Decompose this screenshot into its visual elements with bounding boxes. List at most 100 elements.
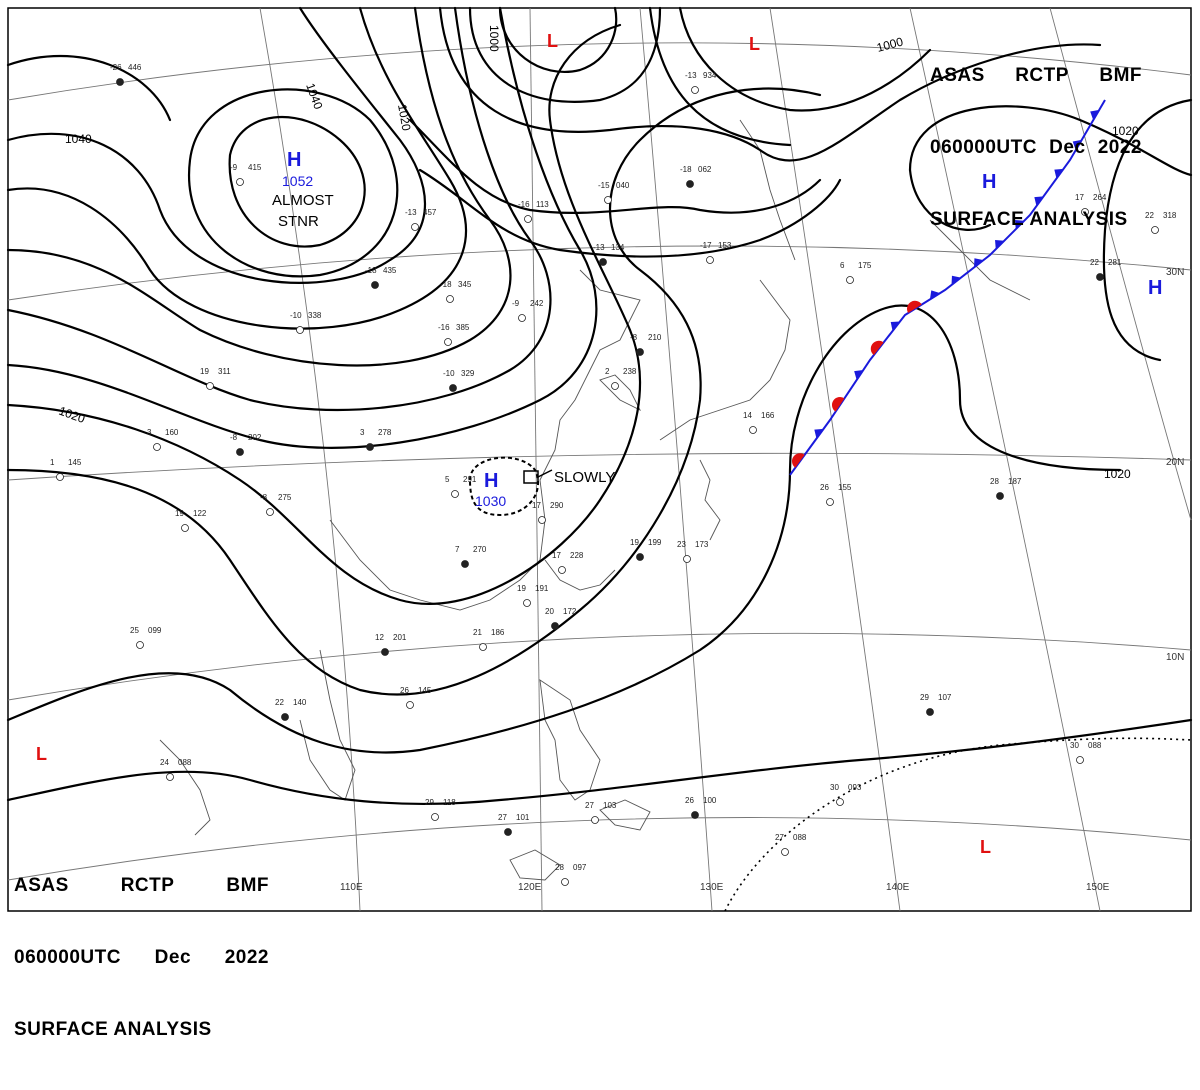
station-symbol — [406, 701, 414, 709]
station-pressure: 166 — [761, 411, 775, 420]
station-pressure: 145 — [68, 458, 82, 467]
header-title: SURFACE ANALYSIS — [930, 209, 1128, 230]
header-month: Dec — [154, 947, 192, 968]
axis-labels: 110E 120E 130E 140E 150E 30N 20N 10N — [340, 267, 1184, 893]
station-pressure: 199 — [648, 538, 662, 547]
dashed-isobar-1030 — [468, 456, 540, 517]
station-temp: 5 — [445, 475, 450, 484]
station-symbol — [181, 524, 189, 532]
header-year: 2022 — [1097, 137, 1142, 158]
station-temp: 29 — [920, 693, 929, 702]
station-temp: 29 — [425, 798, 434, 807]
station-temp: 19 — [200, 367, 209, 376]
station-pressure: 415 — [248, 163, 262, 172]
header-top: ASAS RCTP BMF 060000UTC Dec 2022 SURFACE… — [930, 16, 1142, 280]
station-pressure: 155 — [838, 483, 852, 492]
high-center-letter: H — [287, 149, 301, 171]
station-pressure: 270 — [473, 545, 487, 554]
station-pressure: 040 — [616, 181, 630, 190]
station-temp: 27 — [775, 833, 784, 842]
station-pressure: 345 — [458, 280, 472, 289]
station-symbol — [444, 338, 452, 346]
cold-front-triangle — [1072, 139, 1082, 151]
station-temp: -9 — [512, 299, 520, 308]
station-pressure: 145 — [418, 686, 432, 695]
station-temp: 12 — [375, 633, 384, 642]
station-symbol — [1151, 226, 1159, 234]
station-symbol — [591, 816, 599, 824]
lon-label: 140E — [886, 882, 910, 893]
station-pressure: 186 — [491, 628, 505, 637]
station-temp: -15 — [598, 181, 610, 190]
lon-label: 150E — [1086, 882, 1110, 893]
station-temp: 26 — [400, 686, 409, 695]
station-observations: -26 446-9 415-13 457-18 435-18 345-16 385-10 32… — [50, 63, 1177, 886]
station-symbol — [153, 443, 161, 451]
lat-label: 30N — [1166, 267, 1184, 278]
station-temp: 26 — [820, 483, 829, 492]
station-symbol — [411, 223, 419, 231]
station-pressure: 160 — [165, 428, 179, 437]
station-temp: -16 — [438, 323, 450, 332]
station-symbol — [781, 848, 789, 856]
station-temp: 17 — [532, 501, 541, 510]
station-symbol — [551, 622, 559, 630]
station-symbol — [749, 426, 757, 434]
station-symbol — [366, 443, 374, 451]
station-temp: 22 — [1145, 211, 1154, 220]
cold-front-triangle — [1034, 196, 1044, 207]
warm-front-semicircle — [832, 396, 845, 412]
station-temp: -17 — [700, 241, 712, 250]
station-pressure: 100 — [703, 796, 717, 805]
map-canvas: 1040 1040 1020 1000 1000 1020 1020 1020 … — [6, 6, 1193, 912]
station-symbol — [1096, 273, 1104, 281]
high-center-letter: H — [982, 171, 996, 193]
station-temp: 30 — [830, 783, 839, 792]
station-symbol — [926, 708, 934, 716]
station-symbol — [281, 713, 289, 721]
station-symbol — [236, 178, 244, 186]
station-symbol — [826, 498, 834, 506]
isobar-label: 1000 — [875, 34, 905, 55]
lon-label: 120E — [518, 882, 542, 893]
header-title: SURFACE ANALYSIS — [14, 1019, 212, 1040]
station-symbol — [538, 516, 546, 524]
station-temp: 23 — [677, 540, 686, 549]
station-pressure: 281 — [1108, 258, 1122, 267]
warm-front-semicircle — [907, 300, 922, 313]
station-symbol — [296, 326, 304, 334]
station-temp: 7 — [455, 545, 460, 554]
almost-stationary-line2: STNR — [278, 213, 319, 230]
station-temp: -8 — [230, 433, 238, 442]
dotted-line — [724, 737, 1192, 912]
station-pressure: 140 — [293, 698, 307, 707]
station-pressure: 113 — [536, 200, 549, 209]
station-symbol — [524, 215, 532, 223]
station-symbol — [686, 180, 694, 188]
station-temp: -13 — [593, 243, 605, 252]
station-pressure: 122 — [193, 509, 207, 518]
header-line2: 060000UTC Dec 2022 — [930, 136, 1142, 160]
annotations: ALMOST STNR SLOWLY — [272, 192, 615, 486]
station-symbol — [451, 490, 459, 498]
header-time: 060000UTC — [14, 947, 121, 968]
low-center-letter: L — [36, 744, 47, 764]
station-symbol — [683, 555, 691, 563]
station-symbol — [996, 492, 1004, 500]
station-pressure: 093 — [848, 783, 862, 792]
lat-label: 20N — [1166, 457, 1184, 468]
station-symbol — [1081, 208, 1089, 216]
station-symbol — [431, 813, 439, 821]
station-pressure: 278 — [378, 428, 392, 437]
station-pressure: 097 — [573, 863, 587, 872]
station-pressure: 118 — [443, 798, 456, 807]
high-center-letter: H — [484, 470, 498, 492]
lon-label: 110E — [340, 882, 363, 893]
station-temp: -10 — [443, 369, 455, 378]
station-temp: -13 — [685, 71, 697, 80]
station-temp: 27 — [498, 813, 507, 822]
station-temp: 19 — [630, 538, 639, 547]
station-pressure: 291 — [463, 475, 477, 484]
isobar-labels: 1040 1040 1020 1000 1000 1020 1020 1020 — [57, 25, 1139, 481]
cold-front-triangle — [995, 240, 1005, 250]
